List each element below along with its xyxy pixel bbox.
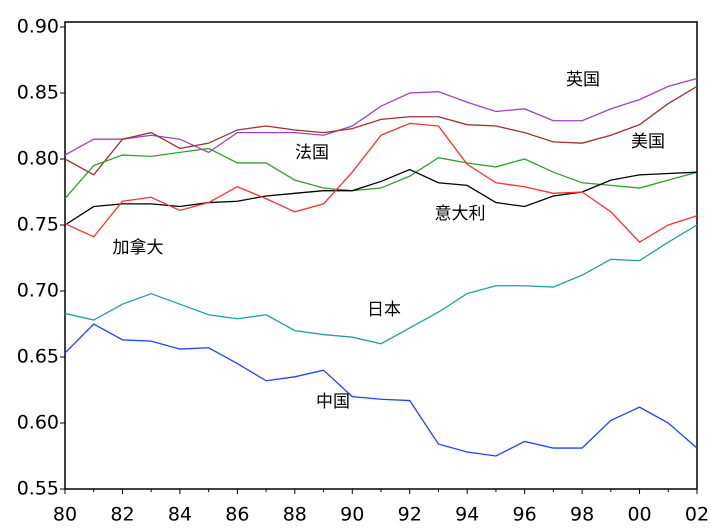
series-label: 加拿大 [113,237,164,258]
x-tick-label: 98 [570,504,594,526]
x-tick-label: 88 [283,504,307,526]
x-tick-label: 00 [627,504,651,526]
series-line [64,168,698,226]
series-label: 美国 [631,132,665,152]
series-line [64,224,698,345]
series-label: 法国 [295,143,329,163]
x-tick-label: 90 [340,504,364,526]
y-tick-label: 0.80 [17,148,59,170]
x-tick-label: 80 [53,504,77,526]
series-label: 日本 [367,300,401,320]
series-label: 意大利 [435,204,486,224]
series-line [64,147,698,200]
x-tick-label: 02 [685,504,709,526]
x-tick-label: 92 [398,504,422,526]
series-line [64,77,698,156]
y-tick-label: 0.70 [17,280,59,302]
x-tick-label: 96 [513,504,537,526]
y-tick-label: 0.90 [17,16,59,38]
x-tick-label: 86 [225,504,249,526]
series-line [64,122,698,243]
x-tick-label: 82 [110,504,134,526]
y-tick-label: 0.55 [17,478,59,500]
y-tick-label: 0.60 [17,412,59,434]
y-tick-label: 0.85 [17,82,59,104]
series-label: 中国 [316,392,350,412]
y-tick-label: 0.75 [17,214,59,236]
y-tick-label: 0.65 [17,346,59,368]
x-tick-label: 84 [168,504,192,526]
x-tick-label: 94 [455,504,479,526]
series-line [64,323,698,457]
series-line [64,85,698,176]
series-label: 英国 [566,70,600,90]
